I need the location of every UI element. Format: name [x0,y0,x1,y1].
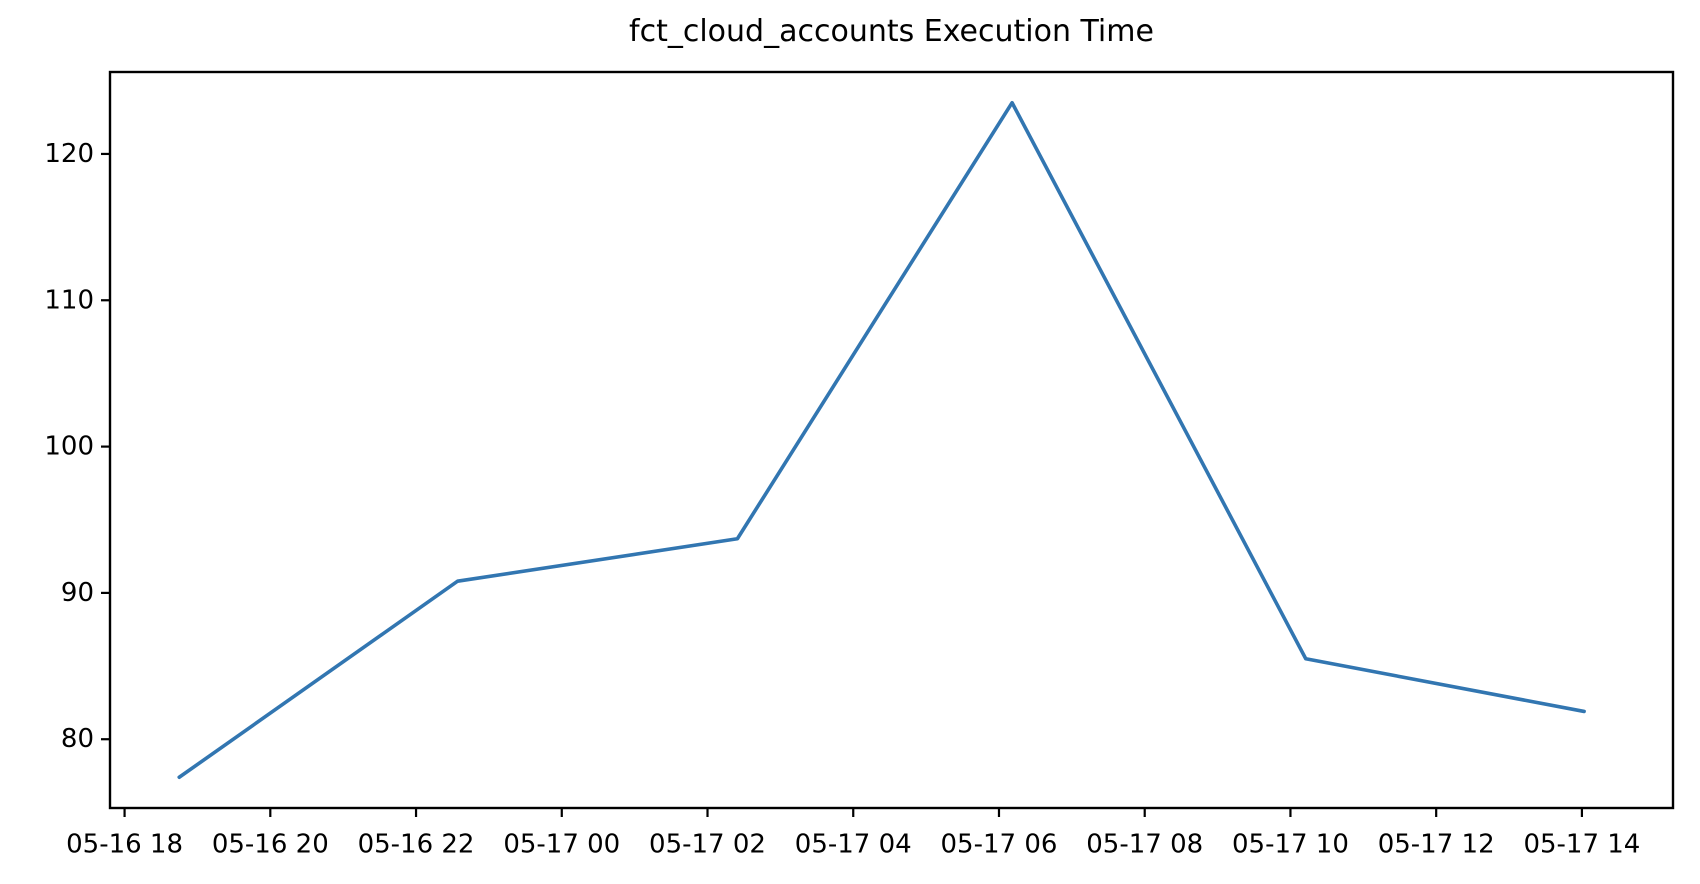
y-axis-tick-label: 90 [61,578,94,608]
y-axis-tick-label: 110 [44,285,94,315]
x-axis-tick-label: 05-17 12 [1378,829,1495,859]
x-axis-tick-label: 05-17 10 [1232,829,1349,859]
x-axis-tick-label: 05-17 08 [1086,829,1203,859]
chart-title: fct_cloud_accounts Execution Time [629,14,1154,49]
x-axis-tick-label: 05-16 22 [358,829,475,859]
x-axis-tick-label: 05-16 20 [212,829,329,859]
x-axis-tick-label: 05-17 06 [941,829,1058,859]
axes-spines [108,70,1675,810]
y-axis-tick-label: 100 [44,432,94,462]
x-axis-tick-label: 05-17 00 [503,829,620,859]
execution-time-line [177,100,1586,780]
x-axis-tick-label: 05-16 18 [66,829,183,859]
y-axis-tick-label: 120 [44,139,94,169]
x-axis-tick-label: 05-17 04 [795,829,912,859]
y-axis-tick-label: 80 [61,724,94,754]
x-axis-tick-label: 05-17 02 [649,829,766,859]
x-axis-tick-label: 05-17 14 [1523,829,1640,859]
